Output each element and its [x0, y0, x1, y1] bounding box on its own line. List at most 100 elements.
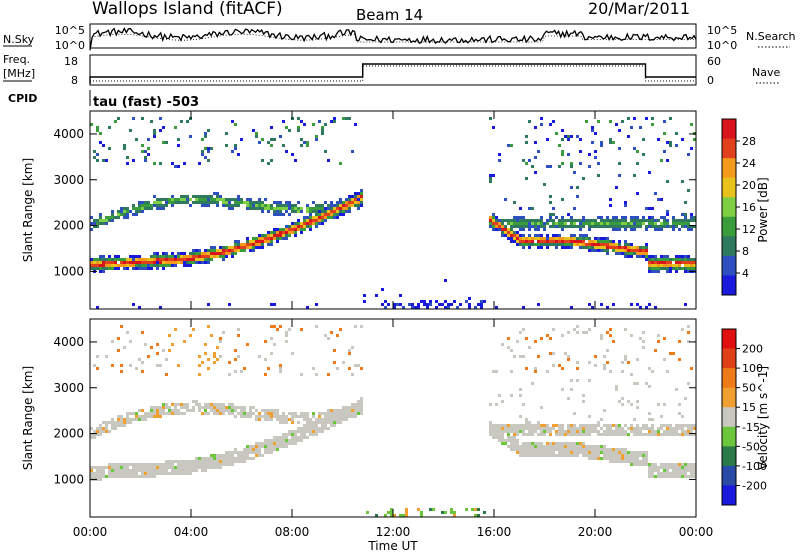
heatmap-cell [516, 231, 519, 234]
heatmap-cell [522, 243, 525, 246]
heatmap-cell [288, 442, 291, 445]
heatmap-cell [678, 228, 681, 231]
heatmap-cell [516, 340, 519, 343]
heatmap-cell [189, 204, 192, 207]
heatmap-cell [540, 454, 543, 457]
heatmap-cell [222, 204, 225, 207]
heatmap-cell [141, 463, 144, 466]
heatmap-cell [612, 246, 615, 249]
heatmap-cell [315, 207, 318, 210]
heatmap-cell [222, 457, 225, 460]
heatmap-cell [600, 246, 603, 249]
heatmap-cell [591, 451, 594, 454]
heatmap-cell [501, 424, 504, 427]
heatmap-cell [219, 460, 222, 463]
heatmap-cell [219, 457, 222, 460]
heatmap-cell [552, 243, 555, 246]
heatmap-cell [654, 475, 657, 478]
heatmap-cell [288, 439, 291, 442]
heatmap-cell [357, 409, 360, 412]
heatmap-cell [690, 225, 693, 228]
heatmap-cell [354, 198, 357, 201]
heatmap-cell [357, 207, 360, 210]
heatmap-cell [96, 478, 99, 481]
heatmap-cell [573, 219, 576, 222]
heatmap-cell [171, 198, 174, 201]
heatmap-cell [270, 412, 273, 415]
heatmap-cell [636, 162, 639, 165]
heatmap-cell [219, 409, 222, 412]
heatmap-cell [537, 448, 540, 451]
heatmap-cell [192, 255, 195, 258]
heatmap-cell [195, 198, 198, 201]
heatmap-cell [210, 258, 213, 261]
heatmap-cell [600, 243, 603, 246]
heatmap-cell [252, 412, 255, 415]
heatmap-cell [99, 141, 102, 144]
heatmap-cell [663, 222, 666, 225]
heatmap-cell [543, 433, 546, 436]
heatmap-cell [594, 448, 597, 451]
heatmap-cell [330, 216, 333, 219]
heatmap-cell [273, 213, 276, 216]
heatmap-cell [666, 475, 669, 478]
heatmap-cell [108, 219, 111, 222]
heatmap-cell [567, 442, 570, 445]
heatmap-cell [585, 120, 588, 123]
heatmap-cell [303, 433, 306, 436]
heatmap-cell [534, 442, 537, 445]
heatmap-cell [231, 460, 234, 463]
heatmap-cell [105, 159, 108, 162]
heatmap-cell [96, 355, 99, 358]
heatmap-cell [633, 147, 636, 150]
heatmap-cell [579, 240, 582, 243]
heatmap-cell [204, 255, 207, 258]
heatmap-cell [207, 412, 210, 415]
heatmap-cell [123, 424, 126, 427]
heatmap-cell [285, 207, 288, 210]
heatmap-cell [171, 463, 174, 466]
heatmap-cell [444, 300, 447, 303]
heatmap-cell [351, 195, 354, 198]
heatmap-cell [189, 261, 192, 264]
heatmap-cell [141, 117, 144, 120]
heatmap-cell [90, 436, 93, 439]
heatmap-cell [270, 237, 273, 240]
heatmap-cell [168, 201, 171, 204]
heatmap-cell [552, 451, 555, 454]
heatmap-cell [135, 138, 138, 141]
heatmap-cell [441, 511, 444, 514]
heatmap-cell [111, 469, 114, 472]
heatmap-cell [567, 153, 570, 156]
heatmap-cell [234, 358, 237, 361]
heatmap-cell [114, 261, 117, 264]
heatmap-cell [210, 457, 213, 460]
heatmap-cell [204, 249, 207, 252]
heatmap-cell [216, 249, 219, 252]
heatmap-cell [297, 436, 300, 439]
heatmap-cell [201, 457, 204, 460]
heatmap-cell [123, 469, 126, 472]
heatmap-cell [399, 514, 402, 517]
heatmap-cell [546, 451, 549, 454]
heatmap-cell [357, 201, 360, 204]
heatmap-cell [579, 237, 582, 240]
heatmap-cell [636, 252, 639, 255]
heatmap-cell [624, 457, 627, 460]
heatmap-cell [105, 264, 108, 267]
heatmap-cell [639, 451, 642, 454]
heatmap-cell [357, 412, 360, 415]
heatmap-cell [636, 382, 639, 385]
heatmap-cell [159, 201, 162, 204]
heatmap-cell [639, 337, 642, 340]
heatmap-cell [582, 243, 585, 246]
heatmap-cell [93, 466, 96, 469]
heatmap-cell [684, 475, 687, 478]
heatmap-cell [561, 334, 564, 337]
heatmap-cell [273, 231, 276, 234]
heatmap-cell [165, 469, 168, 472]
heatmap-cell [324, 150, 327, 153]
heatmap-cell [237, 451, 240, 454]
heatmap-cell [201, 258, 204, 261]
